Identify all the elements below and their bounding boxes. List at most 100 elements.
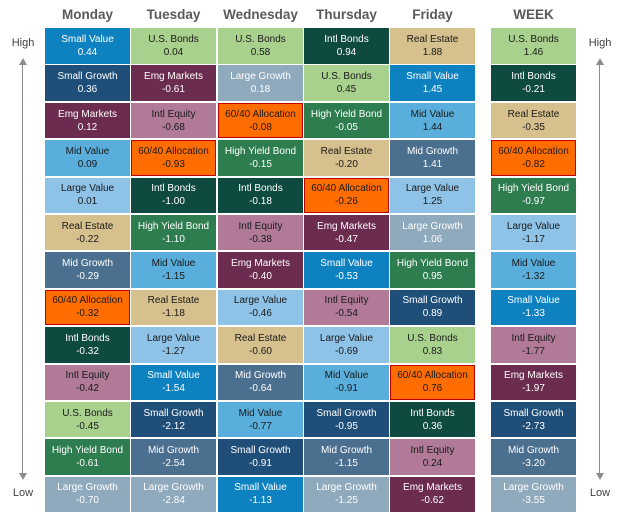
asset-label: 60/40 Allocation [225,108,296,120]
return-value: -0.18 [249,196,272,208]
return-cell: Small Growth 0.36 [45,65,130,101]
asset-label: Intl Bonds [410,407,455,419]
low-label-right: Low [589,487,611,499]
return-value: 0.36 [422,420,443,432]
asset-label: Large Value [319,332,374,344]
return-value: 1.06 [422,233,443,245]
asset-label: Large Growth [230,71,291,83]
return-cell: Real Estate -0.22 [45,214,130,251]
return-cell: Intl Bonds -0.18 [218,177,303,214]
asset-label: High Yield Bond [224,145,297,157]
return-value: -2.54 [162,458,185,470]
return-value: 0.18 [250,84,271,96]
return-cell: Large Value -1.27 [131,327,216,363]
asset-label: High Yield Bond [497,183,570,195]
return-value: -0.05 [335,121,358,133]
column-header-tuesday: Tuesday [146,7,201,22]
asset-label: Intl Equity [324,295,369,307]
return-cell: Large Value 1.25 [390,177,475,214]
return-cell: Emg Markets -0.61 [131,65,216,101]
asset-label: Small Growth [57,71,118,83]
return-cell: Large Growth -1.25 [304,476,389,513]
return-value: -3.55 [522,495,545,507]
asset-label: Emg Markets [403,482,462,494]
return-value: 0.58 [250,46,271,58]
high-label-right: High [588,37,612,49]
asset-label: 60/40 Allocation [397,370,468,382]
return-value: 0.89 [422,308,443,320]
return-cell: High Yield Bond -0.61 [45,439,130,475]
return-cell: Small Value -1.13 [218,476,303,513]
asset-label: High Yield Bond [137,220,210,232]
return-cell: Mid Growth 1.41 [390,140,475,176]
return-cell: Intl Bonds -0.21 [491,65,576,101]
return-cell: High Yield Bond -0.15 [218,140,303,176]
return-cell: Mid Value -1.32 [491,252,576,288]
return-cell: 60/40 Allocation -0.26 [304,177,389,214]
return-value: 0.83 [422,345,443,357]
return-value: -3.20 [522,458,545,470]
return-value: -2.84 [162,495,185,507]
arrow-up-icon-left [18,58,27,65]
return-value: -0.53 [335,271,358,283]
return-cell: Mid Value -0.91 [304,364,389,401]
return-cell: 60/40 Allocation -0.93 [131,140,216,176]
asset-label: Intl Equity [410,445,455,457]
return-cell: Emg Markets -0.62 [390,476,475,513]
return-value: 0.95 [422,271,443,283]
column-thursday: Intl Bonds 0.94 U.S. Bonds 0.45 High Yield B… [304,28,389,514]
return-cell: Mid Value 1.44 [390,102,475,139]
return-value: -1.33 [522,308,545,320]
asset-label: 60/40 Allocation [311,183,382,195]
asset-label: Intl Equity [511,332,556,344]
return-value: -1.15 [162,271,185,283]
return-value: -0.82 [522,158,545,170]
arrow-down-icon-left [18,473,27,480]
asset-label: Large Growth [57,482,118,494]
return-cell: Mid Growth -1.15 [304,439,389,475]
return-value: -0.91 [335,383,358,395]
asset-label: Small Growth [503,407,564,419]
asset-label: U.S. Bonds [235,33,286,45]
asset-label: Mid Value [324,370,369,382]
asset-label: Mid Value [410,108,455,120]
return-cell: Large Value -0.69 [304,327,389,363]
column-monday: Small Value 0.44 Small Growth 0.36 Emg Marke… [45,28,130,514]
return-cell: High Yield Bond -0.97 [491,177,576,214]
asset-label: High Yield Bond [310,108,383,120]
asset-label: Real Estate [507,108,560,120]
return-cell: Large Value -1.17 [491,214,576,251]
return-value: -0.45 [76,420,99,432]
asset-label: Small Value [406,71,459,83]
asset-label: Intl Bonds [151,183,196,195]
asset-label: Small Growth [143,407,204,419]
return-cell: Intl Equity -0.68 [131,102,216,139]
asset-label: Intl Equity [238,220,283,232]
asset-label: Real Estate [234,332,287,344]
axis-line-right [599,62,600,478]
return-cell: Large Growth 1.06 [390,214,475,251]
return-value: -0.08 [249,121,272,133]
return-value: -0.42 [76,383,99,395]
low-label-left: Low [12,487,34,499]
asset-label: Large Growth [316,482,377,494]
return-value: -0.40 [249,271,272,283]
asset-label: Small Value [61,33,114,45]
return-cell: Mid Growth -0.64 [218,364,303,401]
return-value: 0.04 [163,46,184,58]
asset-label: U.S. Bonds [62,407,113,419]
asset-label: Mid Growth [320,445,373,457]
return-value: -0.26 [335,196,358,208]
return-cell: Intl Bonds 0.94 [304,28,389,64]
asset-label: Emg Markets [231,258,290,270]
return-cell: Large Growth -0.70 [45,476,130,513]
high-label-left: High [11,37,35,49]
return-cell: Large Growth -2.84 [131,476,216,513]
asset-label: Large Growth [143,482,204,494]
return-value: -1.32 [522,271,545,283]
return-value: -1.97 [522,383,545,395]
return-value: -1.18 [162,308,185,320]
return-value: -0.77 [249,420,272,432]
asset-label: High Yield Bond [396,258,469,270]
asset-label: Real Estate [406,33,459,45]
